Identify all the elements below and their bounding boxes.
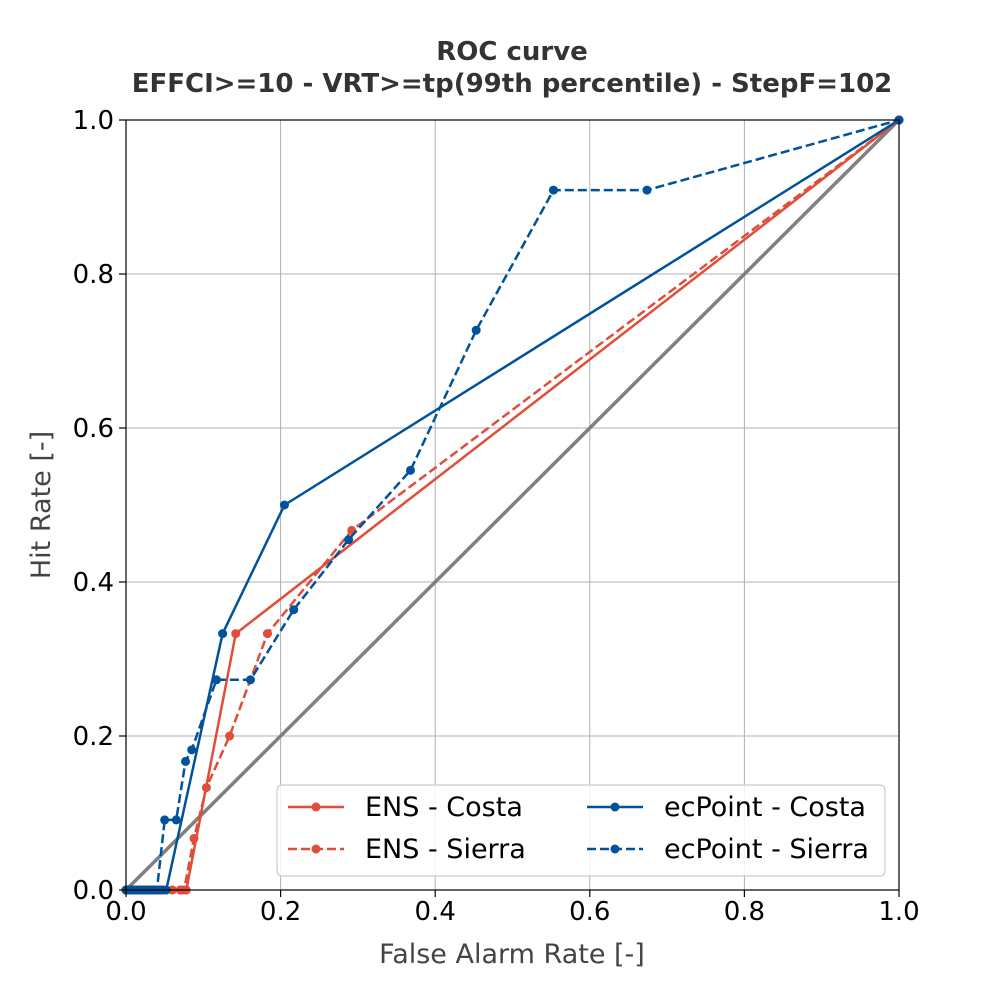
data-point [289, 605, 299, 615]
data-point [218, 629, 228, 639]
plot-frame [125, 119, 900, 891]
data-point [189, 833, 199, 843]
legend: ENS - Costa ENS - Sierra ecPoint - Costa ec… [276, 784, 886, 877]
legend-label: ecPoint - Sierra [664, 834, 869, 865]
y-tick-label: 0.0 [73, 876, 114, 906]
data-point [471, 325, 481, 335]
data-point [231, 629, 241, 639]
data-point [405, 465, 415, 475]
data-point [211, 675, 221, 685]
data-point [262, 629, 272, 639]
legend-box [276, 784, 886, 877]
data-point [171, 815, 181, 825]
y-tick-label: 0.4 [73, 568, 114, 598]
legend-marker [311, 844, 321, 854]
x-tick-label: 1.0 [878, 897, 919, 927]
legend-marker [610, 844, 620, 854]
legend-label: ENS - Costa [365, 792, 523, 823]
legend-label: ecPoint - Costa [664, 792, 866, 823]
diagonal-line [124, 118, 901, 892]
chart-title-line1: ROC curve [436, 37, 588, 67]
data-point [181, 756, 191, 766]
axis-ticks: 0.0 0.2 0.4 0.6 0.8 1.0 0.0 0.2 0.4 0.6 0.8 1.0 [73, 106, 920, 927]
series-3 [121, 115, 904, 895]
data-point [187, 745, 197, 755]
no-skill-diagonal [124, 118, 901, 892]
data-point [279, 500, 289, 510]
data-point [548, 185, 558, 195]
x-tick-label: 0.0 [105, 897, 146, 927]
data-point [160, 815, 170, 825]
legend-label: ENS - Sierra [365, 834, 526, 865]
data-point [225, 731, 235, 741]
x-tick-label: 0.4 [415, 897, 456, 927]
y-tick-label: 0.6 [73, 414, 114, 444]
y-tick-label: 0.2 [73, 722, 114, 752]
data-point [201, 783, 211, 793]
data-point [344, 535, 354, 545]
legend-marker [311, 802, 321, 812]
data-point [245, 675, 255, 685]
x-tick-label: 0.6 [569, 897, 610, 927]
y-tick-label: 1.0 [73, 106, 114, 136]
x-tick-label: 0.2 [260, 897, 301, 927]
series-line [126, 118, 900, 892]
x-tick-label: 0.8 [724, 897, 765, 927]
x-axis-label: False Alarm Rate [-] [379, 939, 645, 970]
y-axis-label: Hit Rate [-] [26, 431, 57, 579]
data-point [642, 185, 652, 195]
legend-marker [610, 802, 620, 812]
y-tick-label: 0.8 [73, 260, 114, 290]
chart-title-line2: EFFCI>=10 - VRT>=tp(99th percentile) - S… [132, 69, 893, 99]
